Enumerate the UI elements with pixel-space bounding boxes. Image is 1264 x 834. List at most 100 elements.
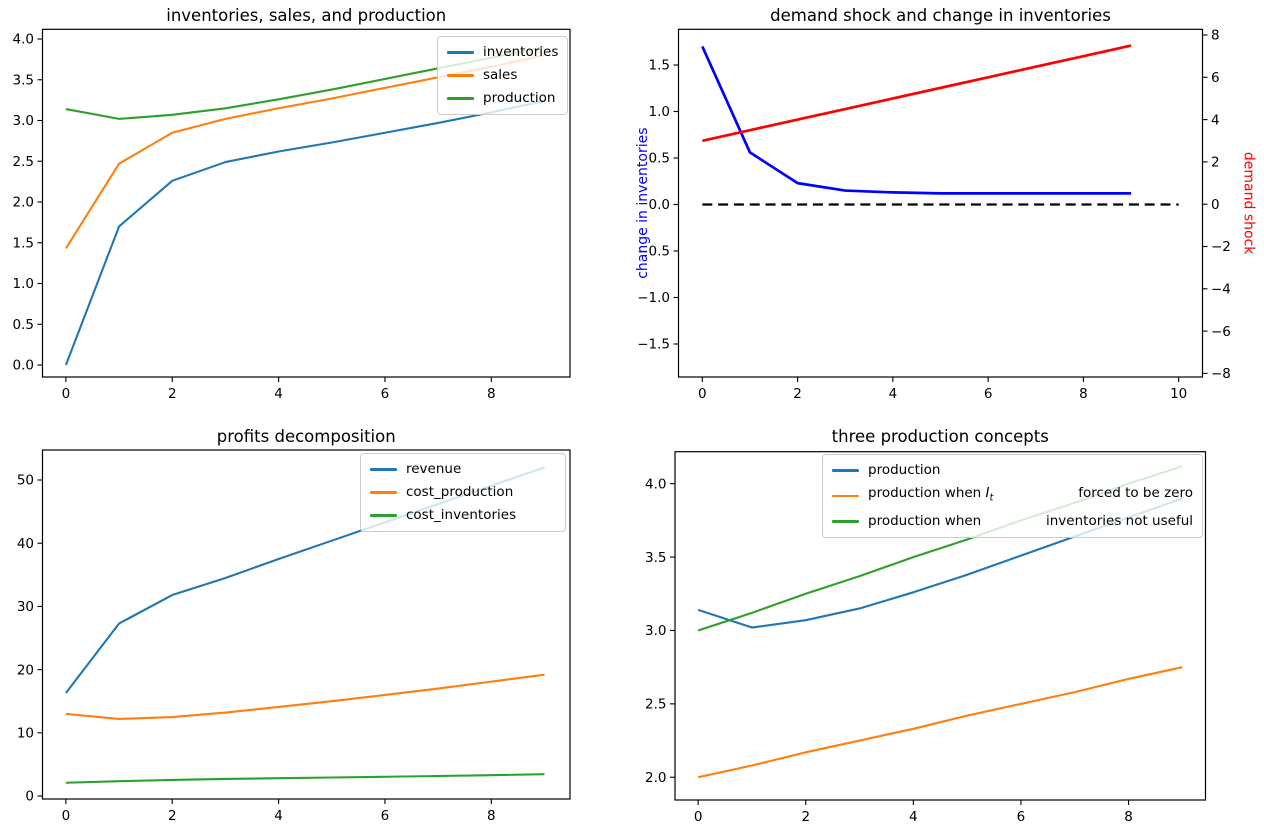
chart-1-canvas: 0 2 4 6 8 10 1.5 1.0 0.5 0.0 −0.5 −1.0 −1.5 8 6 4 2 0 −2 −4… — [635, 28, 1257, 402]
legend-line-sample — [832, 469, 859, 472]
y-right-tick-label: 6 — [1211, 70, 1220, 86]
legend-item: production when inventories not useful — [832, 513, 1193, 530]
x-tick-label: 8 — [1079, 386, 1088, 402]
legend-label: sales — [483, 67, 518, 83]
legend-item: revenue — [370, 461, 556, 478]
y-tick-label: −1.5 — [637, 337, 670, 353]
legend-line-sample — [832, 494, 859, 498]
x-tick-label: 6 — [1017, 809, 1026, 825]
subplot-three-production-concepts: 0 2 4 6 8 2.0 2.5 3.0 3.5 4.0 three production co… — [632, 417, 1264, 834]
y-tick-label: 10 — [17, 726, 34, 742]
legend-line-sample — [370, 491, 397, 494]
series-line-inventories — [64, 99, 545, 366]
x-tick-label: 8 — [487, 386, 496, 402]
legend-label: production when inventories not useful — [868, 512, 1193, 529]
legend-item: cost_production — [370, 484, 556, 501]
x-tick-label: 0 — [694, 809, 703, 825]
legend-line-sample — [370, 468, 397, 471]
legend-label: production when It forced to be zero — [868, 485, 1193, 504]
series-line-change-in-inventories — [701, 45, 1132, 195]
y-tick-label: 3.5 — [645, 550, 666, 566]
y-axis-label-right: demand shock — [1241, 152, 1257, 255]
legend-line-sample — [447, 97, 474, 100]
y-right-tick-label: −4 — [1211, 282, 1231, 298]
legend-label: inventories — [483, 44, 559, 60]
legend: inventories sales production — [437, 36, 568, 115]
subplot-demand-shock-change-in-inventories: 0 2 4 6 8 10 1.5 1.0 0.5 0.0 −0.5 −1.0 −1.5 8 6 4 2 0 −2 −4… — [632, 0, 1264, 417]
y-tick-label: 30 — [17, 599, 34, 615]
y-right-tick-label: 2 — [1211, 155, 1220, 171]
x-tick-label: 0 — [698, 386, 707, 402]
y-tick-label: 3.5 — [13, 72, 34, 88]
x-tick-label: 6 — [984, 386, 993, 402]
x-tick-label: 4 — [909, 809, 918, 825]
y-tick-label: 0.5 — [13, 317, 34, 333]
plot-area — [677, 28, 1204, 378]
x-tick-label: 4 — [274, 808, 283, 824]
x-tick-label: 0 — [62, 386, 71, 402]
y-tick-label: 3.0 — [13, 113, 34, 129]
subplot-inventories-sales-production: 0 2 4 6 8 0.0 0.5 1.0 1.5 2.0 2.5 3.0 3.5 4.0 invento… — [0, 0, 632, 417]
x-tick-label: 8 — [487, 808, 496, 824]
x-tick-label: 2 — [168, 808, 177, 824]
legend-item: sales — [447, 67, 558, 84]
subplot-profits-decomposition: 0 2 4 6 8 0 10 20 30 40 50 profits decomposition r… — [0, 417, 632, 834]
legend-label: revenue — [406, 461, 462, 477]
y-tick-label: −0.5 — [637, 244, 670, 260]
legend-line-sample — [832, 519, 859, 523]
x-tick-label: 2 — [801, 809, 810, 825]
y-right-tick-label: 8 — [1211, 28, 1220, 44]
legend-item: inventories — [447, 44, 558, 61]
y-tick-label: 4.0 — [13, 32, 34, 48]
series-line-cost-inventories — [65, 773, 545, 784]
x-tick-label: 4 — [274, 386, 283, 402]
legend-line-sample — [370, 514, 397, 517]
y-tick-label: 2.0 — [13, 195, 34, 211]
y-tick-label: 0 — [25, 789, 34, 805]
chart-title: profits decomposition — [216, 427, 396, 446]
series-line-production-when-i-t-forced-to-be-zero — [697, 666, 1183, 779]
math-symbol: It — [985, 485, 994, 504]
y-tick-label: 3.0 — [645, 623, 666, 639]
y-tick-label: 2.5 — [13, 154, 34, 170]
series-line-cost-production — [65, 673, 545, 720]
chart-title: three production concepts — [831, 427, 1049, 446]
y-tick-label: 1.5 — [649, 58, 670, 74]
legend-line-sample — [447, 74, 474, 77]
y-tick-label: 1.0 — [649, 104, 670, 120]
legend-line-sample — [447, 51, 474, 54]
series-line-demand-shock — [702, 44, 1132, 143]
y-right-tick-label: −6 — [1211, 324, 1231, 340]
legend-label: production — [868, 462, 941, 478]
chart-title: inventories, sales, and production — [166, 6, 447, 25]
legend-label: cost_production — [406, 484, 514, 500]
y-tick-label: 1.0 — [13, 276, 34, 292]
y-tick-label: −1.0 — [637, 290, 670, 306]
legend: production production when It forced to be… — [822, 454, 1203, 538]
x-tick-label: 6 — [381, 386, 390, 402]
y-tick-label: 50 — [17, 473, 34, 489]
y-right-tick-label: 0 — [1211, 197, 1220, 213]
y-tick-label: 20 — [17, 662, 34, 678]
legend: revenue cost_production cost_inventories — [360, 453, 566, 532]
legend-item: cost_inventories — [370, 507, 556, 524]
legend-item: production — [832, 462, 1193, 479]
x-tick-label: 0 — [62, 808, 71, 824]
x-tick-label: 2 — [168, 386, 177, 402]
y-right-tick-label: −2 — [1211, 239, 1231, 255]
legend-label: production — [483, 90, 556, 106]
y-right-tick-label: −8 — [1211, 366, 1231, 382]
x-tick-label: 8 — [1124, 809, 1133, 825]
y-tick-label: 0.0 — [649, 197, 670, 213]
x-tick-label: 6 — [381, 808, 390, 824]
chart-title: demand shock and change in inventories — [770, 6, 1111, 25]
y-axis-label-left: change in inventories — [635, 127, 651, 278]
y-right-tick-label: 4 — [1211, 112, 1220, 128]
y-tick-label: 0.0 — [13, 358, 34, 374]
y-tick-label: 1.5 — [13, 235, 34, 251]
y-tick-label: 40 — [17, 536, 34, 552]
x-tick-label: 4 — [889, 386, 898, 402]
y-tick-label: 0.5 — [649, 151, 670, 167]
legend-item: production — [447, 90, 558, 107]
